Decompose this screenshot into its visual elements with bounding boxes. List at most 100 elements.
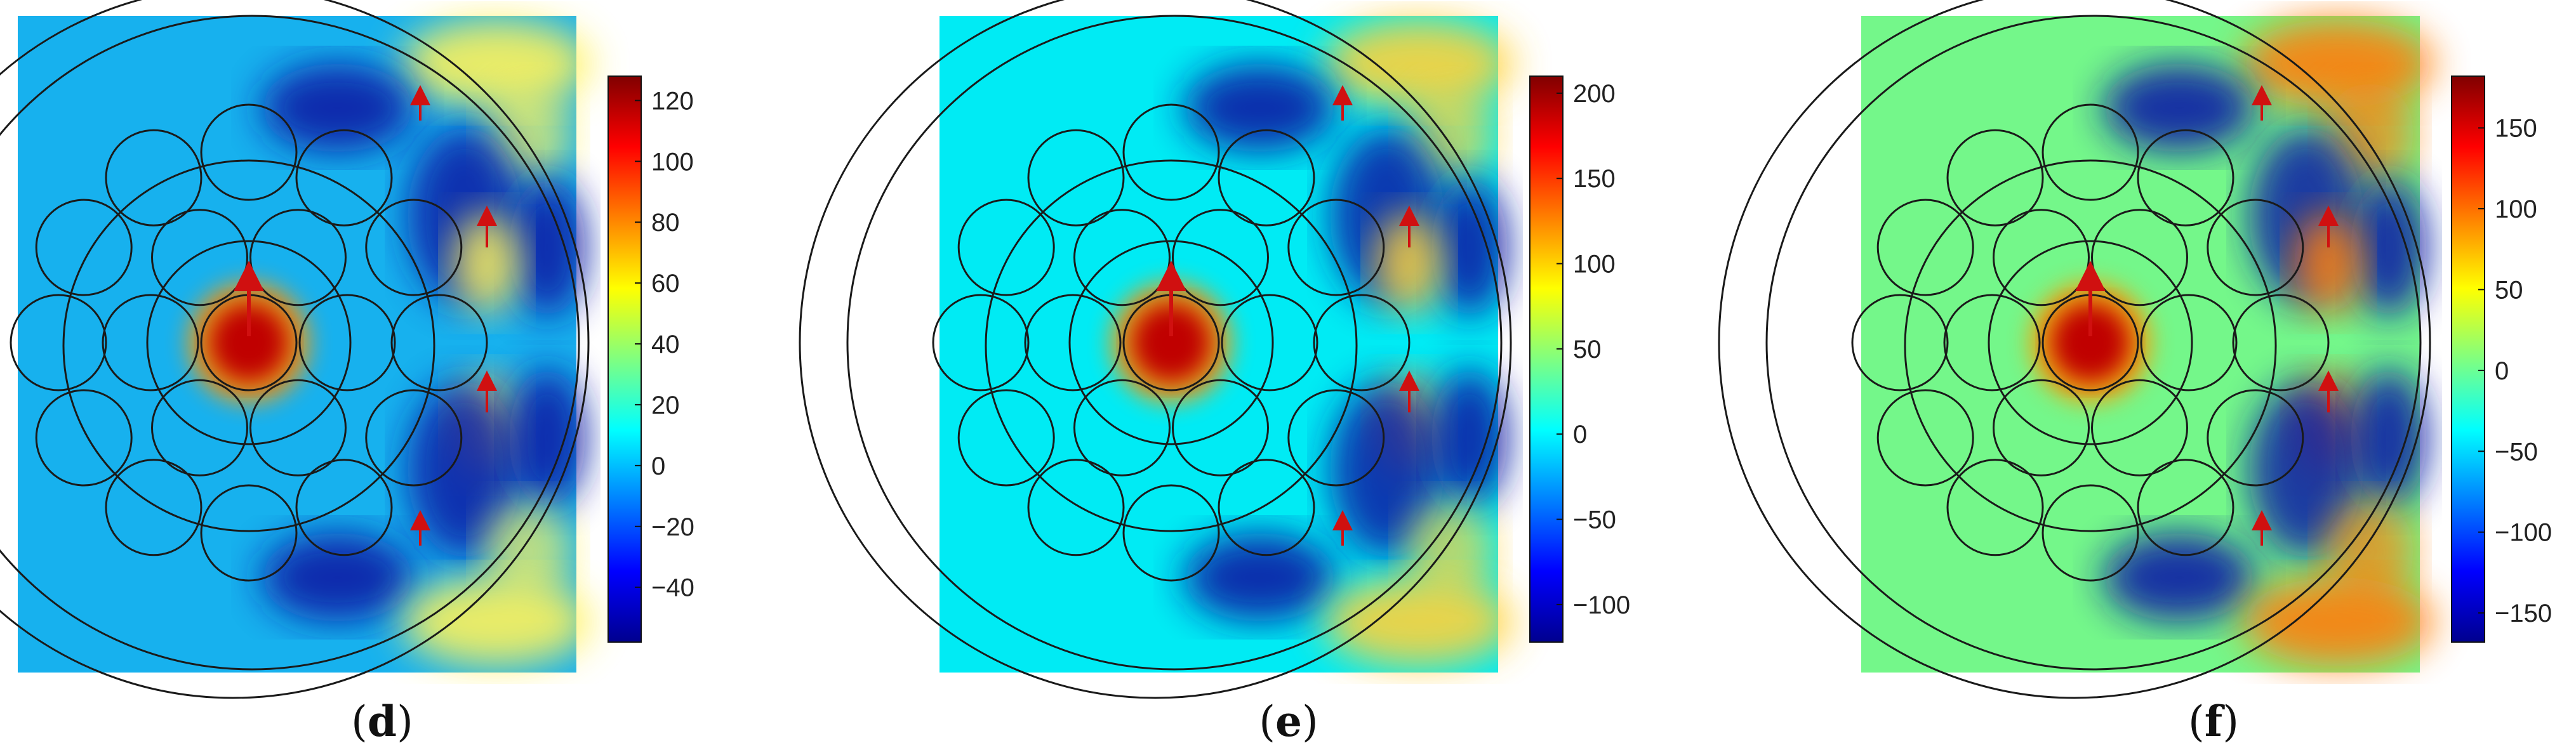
- panel-caption: (d): [351, 697, 413, 746]
- air-hole: [957, 389, 1055, 487]
- air-hole: [151, 209, 248, 306]
- air-hole: [2091, 379, 2188, 476]
- panel-e: 200 150 100 50 0 −50 −100 (e): [799, 0, 1630, 746]
- air-hole: [1024, 294, 1122, 391]
- air-hole: [1073, 379, 1171, 476]
- colorbar-gradient: [2451, 76, 2485, 643]
- air-hole: [1876, 199, 1974, 296]
- air-hole: [1851, 294, 1949, 391]
- panel-caption: (e): [1259, 697, 1318, 746]
- colorbar-tick-label: 100: [651, 148, 694, 176]
- air-hole: [365, 389, 463, 487]
- field-lobe: [484, 501, 573, 603]
- air-hole: [1946, 459, 2044, 556]
- air-hole: [1993, 209, 2090, 306]
- colorbar-tick-label: −50: [2495, 438, 2538, 466]
- air-hole: [298, 294, 396, 391]
- air-hole: [1172, 209, 1269, 306]
- air-hole: [1172, 379, 1269, 476]
- field-lobe: [2351, 368, 2427, 508]
- colorbar-tick-label: 50: [1573, 336, 1602, 364]
- colorbar-gradient: [607, 76, 642, 643]
- field-lobe: [1406, 501, 1495, 603]
- air-hole: [1287, 199, 1385, 296]
- field-lobe: [1330, 381, 1444, 558]
- air-hole: [1218, 459, 1315, 556]
- air-hole: [2207, 389, 2304, 487]
- field-lobe: [509, 178, 585, 317]
- fiber-structure-outline: [0, 0, 590, 699]
- field-lobe: [1431, 368, 1508, 508]
- air-hole: [105, 459, 202, 556]
- air-hole: [295, 129, 393, 226]
- field-lobe: [2325, 501, 2414, 603]
- field-lobe: [452, 213, 522, 314]
- air-hole: [10, 294, 107, 391]
- inner-ring-boundary: [146, 240, 352, 445]
- field-lobe: [1324, 19, 1514, 108]
- air-hole: [1946, 129, 2044, 226]
- colorbar-tick-label: −20: [651, 513, 694, 541]
- colorbar-tick-label: 40: [651, 331, 680, 358]
- core-hotspot: [1132, 303, 1211, 382]
- air-hole: [1027, 129, 1125, 226]
- field-lobe: [401, 19, 592, 108]
- field-lobe: [2294, 213, 2363, 314]
- air-hole: [151, 379, 248, 476]
- colorbar-tick-label: 60: [651, 270, 680, 298]
- field-lobe: [1374, 213, 1444, 314]
- field-lobe: [1324, 577, 1514, 666]
- colorbar-tick-label: 150: [2495, 115, 2537, 143]
- air-hole: [2042, 103, 2139, 201]
- colorbar-tick-label: 0: [651, 452, 665, 480]
- ring-boundary: [62, 159, 435, 532]
- air-hole: [1122, 484, 1220, 582]
- colorbar-tick-label: 120: [651, 87, 694, 115]
- field-lobe: [2351, 178, 2427, 317]
- air-hole: [102, 294, 199, 391]
- ring-boundary: [985, 159, 1358, 532]
- field-lobe: [408, 381, 522, 558]
- field-lobe: [2103, 533, 2255, 622]
- air-hole: [1993, 379, 2090, 476]
- panel-letter: e: [1275, 697, 1302, 746]
- air-hole: [1943, 294, 2041, 391]
- air-hole: [35, 199, 133, 296]
- colorbar-tick-label: −40: [651, 574, 694, 602]
- field-pattern: [1111, 19, 1514, 666]
- colorbar-tick-label: 200: [1573, 80, 1616, 108]
- field-lobe: [2243, 19, 2433, 108]
- field-lobe: [1431, 178, 1508, 317]
- cladding-outer: [0, 0, 590, 699]
- panel-letter: f: [2205, 697, 2225, 746]
- field-lobe: [401, 577, 592, 666]
- core-hotspot: [2051, 303, 2130, 382]
- air-hole: [200, 103, 298, 201]
- cladding-inner: [1765, 15, 2422, 671]
- colorbar-tick-label: 50: [2495, 276, 2523, 304]
- panel-caption: (f): [2188, 697, 2239, 746]
- air-hole: [1221, 294, 1318, 391]
- air-hole: [2140, 294, 2238, 391]
- ring-boundary: [1904, 159, 2277, 532]
- field-lobe: [1184, 533, 1336, 622]
- air-hole: [295, 459, 393, 556]
- field-lobe: [2103, 63, 2255, 152]
- panel-f: 150 100 50 0 −50 −100 −150 (f): [1718, 0, 2552, 746]
- inner-ring-boundary: [1068, 240, 1274, 445]
- colorbar-tick-label: −150: [2495, 600, 2552, 627]
- colorbar-tick-label: 0: [2495, 357, 2509, 385]
- polarization-arrows: [2075, 85, 2339, 546]
- colorbar-tick-label: 80: [651, 209, 680, 237]
- colorbar: 200 150 100 50 0 −50 −100: [1529, 76, 1630, 643]
- colorbar: 150 100 50 0 −50 −100 −150: [2451, 76, 2552, 643]
- field-pattern: [189, 19, 592, 666]
- polarization-arrows: [1156, 85, 1419, 546]
- air-hole: [200, 484, 298, 582]
- air-hole: [1218, 129, 1315, 226]
- air-hole: [957, 199, 1055, 296]
- air-hole: [1122, 103, 1220, 201]
- cladding-inner: [846, 15, 1503, 671]
- field-lobe: [1184, 63, 1336, 152]
